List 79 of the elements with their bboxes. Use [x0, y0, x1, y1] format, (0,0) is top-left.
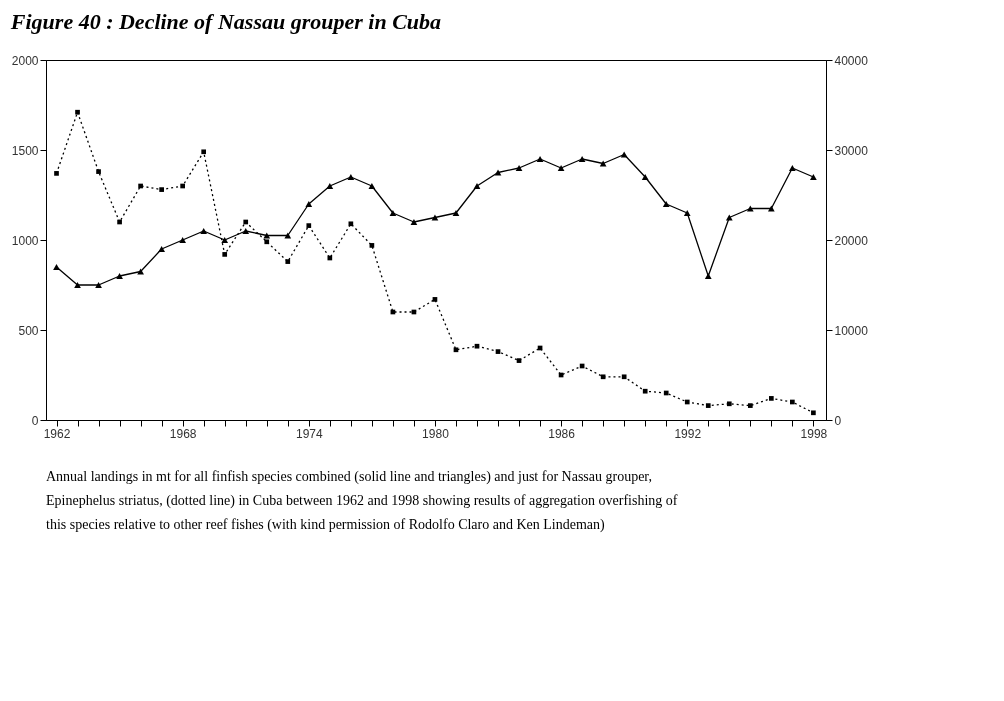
- x-tick-label: 1962: [43, 426, 71, 441]
- point: [201, 149, 207, 155]
- x-tick-label: 1968: [169, 426, 197, 441]
- y-tick-label: 2000: [11, 53, 39, 68]
- point: [264, 239, 270, 245]
- y-tick-label: 1000: [11, 233, 39, 248]
- chart-title: Figure 40 : Decline of Nassau grouper in Cuba: [9, 8, 442, 34]
- y-tick-label: 0: [31, 413, 39, 428]
- point: [495, 349, 501, 354]
- point: [75, 109, 80, 115]
- point: [221, 237, 229, 243]
- point: [179, 237, 187, 243]
- y2-tick-label: 20000: [834, 233, 869, 248]
- y2-tick-label: 0: [834, 413, 842, 428]
- y2-tick-label: 10000: [834, 323, 869, 338]
- x-tick-label: 1986: [548, 426, 576, 441]
- point: [369, 243, 375, 248]
- point: [74, 282, 81, 288]
- point: [704, 273, 712, 279]
- point: [536, 156, 544, 162]
- point: [557, 165, 565, 171]
- point: [790, 399, 795, 405]
- x-tick-label: 1992: [674, 426, 702, 441]
- point: [641, 174, 649, 180]
- point: [389, 210, 397, 216]
- y2-tick-label: 30000: [834, 143, 869, 158]
- point: [663, 390, 669, 396]
- y-tick-label: 500: [18, 323, 39, 338]
- point: [410, 219, 418, 225]
- point: [684, 399, 690, 405]
- point: [600, 374, 606, 380]
- point: [726, 401, 732, 407]
- point: [159, 187, 164, 192]
- y-tick-label: 1500: [11, 143, 39, 158]
- point: [642, 388, 648, 394]
- point: [138, 183, 143, 189]
- point: [789, 165, 796, 171]
- point: [200, 228, 208, 234]
- point: [53, 264, 60, 270]
- point: [432, 297, 438, 302]
- point: [683, 210, 691, 216]
- text: Annual landings in mt for all finfish species combined (solid line and triangles) and just for Nassau grouper, Epinephelus striatus, (dotted line) in Cuba between 1962 and 1998 showing results of aggregation overfishing of this species relative to other reef fishes (with kind permission of Rodolfo Claro and Ken Lindeman): [46, 469, 678, 533]
- point: [54, 171, 59, 176]
- point: [515, 165, 523, 171]
- point: [662, 201, 670, 207]
- point: [180, 183, 185, 189]
- point: [116, 273, 123, 279]
- point: [578, 156, 586, 162]
- point: [347, 174, 355, 180]
- point: [621, 374, 627, 380]
- point: [348, 221, 354, 227]
- point: [327, 255, 333, 261]
- point: [242, 228, 250, 234]
- point: [494, 169, 502, 176]
- point: [368, 183, 376, 189]
- x-tick-label: 1998: [800, 426, 828, 441]
- point: [747, 403, 753, 408]
- point: [326, 183, 334, 189]
- point: [810, 174, 817, 180]
- point: [705, 403, 711, 408]
- point: [243, 219, 249, 225]
- point: [306, 223, 312, 228]
- point: [516, 358, 522, 363]
- point: [768, 396, 774, 401]
- x-tick-label: 1980: [422, 426, 450, 441]
- x-tick-label: 1974: [295, 426, 323, 441]
- point: [453, 347, 459, 353]
- point: [452, 210, 460, 216]
- point: [222, 252, 228, 257]
- point: [95, 282, 102, 288]
- point: [285, 259, 291, 264]
- point: [811, 410, 816, 416]
- point: [474, 343, 480, 349]
- point: [473, 183, 481, 189]
- point: [158, 246, 165, 252]
- point: [96, 169, 101, 174]
- point: [117, 219, 122, 225]
- point: [305, 201, 313, 207]
- y2-tick-label: 40000: [834, 53, 869, 68]
